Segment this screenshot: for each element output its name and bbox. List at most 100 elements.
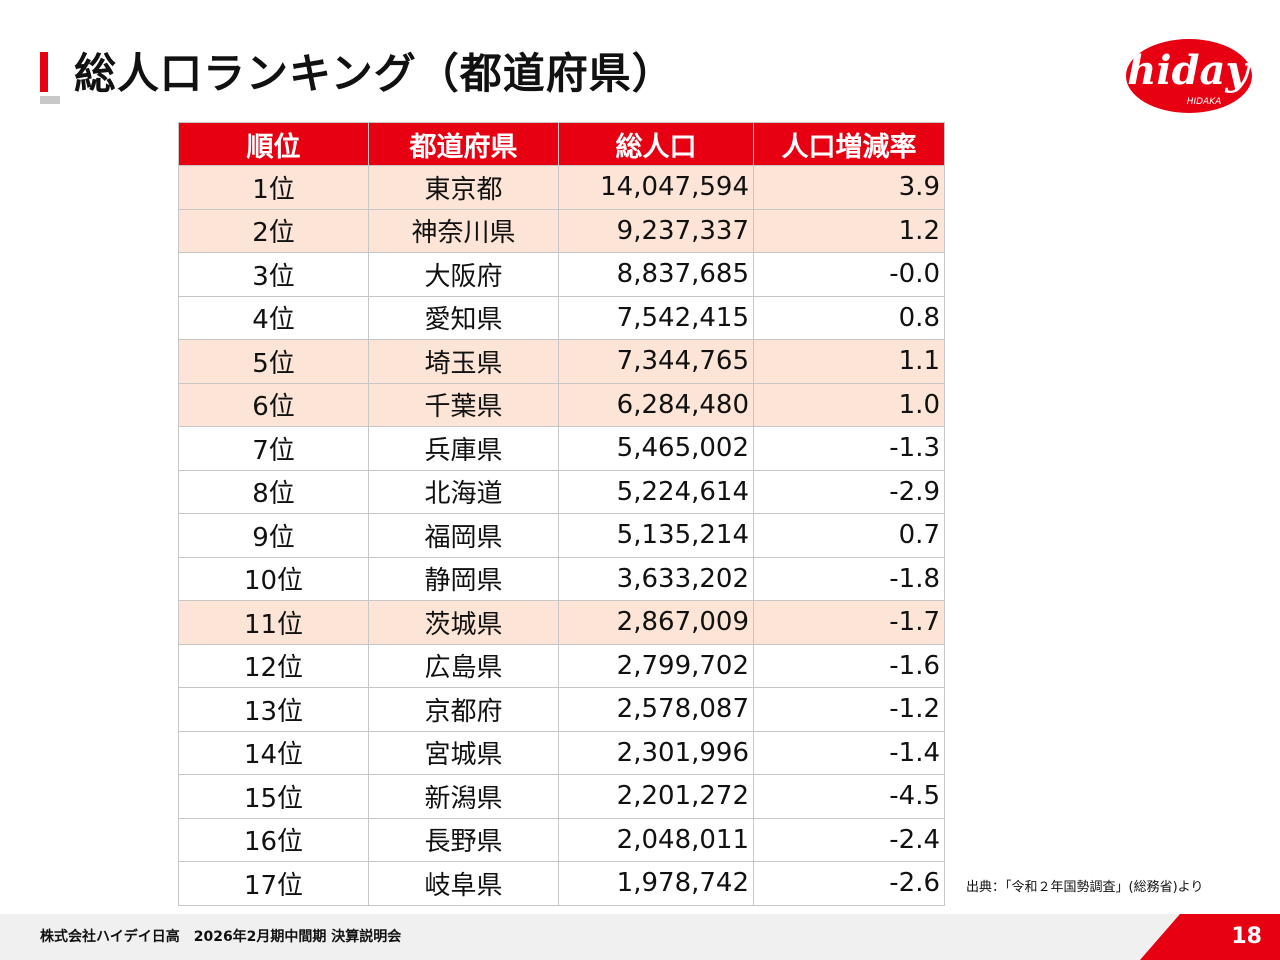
change-rate-cell: -1.2: [753, 687, 945, 732]
rank-cell: 10位: [178, 556, 369, 601]
table-row: 3位 大阪府 8,837,685 -0.0: [178, 252, 945, 297]
table-row: 6位 千葉県 6,284,480 1.0: [178, 382, 945, 427]
table-row: 11位 茨城県 2,867,009 -1.7: [178, 600, 945, 645]
change-rate-cell: 0.8: [753, 295, 945, 340]
prefecture-cell: 広島県: [368, 643, 559, 688]
change-rate-cell: -2.4: [753, 817, 945, 862]
rank-cell: 11位: [178, 600, 369, 645]
population-cell: 2,799,702: [558, 643, 754, 688]
header-rank: 順位: [178, 122, 369, 166]
title-accent-bar: [40, 52, 48, 92]
change-rate-cell: 3.9: [753, 165, 945, 210]
change-rate-cell: -1.4: [753, 730, 945, 775]
prefecture-cell: 長野県: [368, 817, 559, 862]
prefecture-cell: 千葉県: [368, 382, 559, 427]
prefecture-cell: 兵庫県: [368, 426, 559, 471]
table-header-row: 順位 都道府県 総人口 人口増減率: [178, 122, 945, 166]
prefecture-cell: 東京都: [368, 165, 559, 210]
table-row: 7位 兵庫県 5,465,002 -1.3: [178, 426, 945, 471]
header-change-rate: 人口増減率: [753, 122, 945, 166]
population-ranking-table: 順位 都道府県 総人口 人口増減率 1位 東京都 14,047,594 3.9 2位 神奈…: [178, 122, 945, 906]
hiday-logo: hiday HIDAKA: [1126, 39, 1252, 113]
rank-cell: 17位: [178, 861, 369, 906]
rank-cell: 14位: [178, 730, 369, 775]
population-cell: 2,867,009: [558, 600, 754, 645]
change-rate-cell: -1.8: [753, 556, 945, 601]
change-rate-cell: 1.2: [753, 208, 945, 253]
logo-sub: HIDAKA: [1187, 97, 1222, 107]
footer: [0, 914, 1280, 960]
change-rate-cell: 1.0: [753, 382, 945, 427]
population-cell: 2,578,087: [558, 687, 754, 732]
rank-cell: 16位: [178, 817, 369, 862]
change-rate-cell: -1.6: [753, 643, 945, 688]
table-row: 1位 東京都 14,047,594 3.9: [178, 165, 945, 210]
rank-cell: 4位: [178, 295, 369, 340]
source-note: 出典：「令和２年国勢調査」(総務省)より: [966, 880, 1204, 895]
table-row: 10位 静岡県 3,633,202 -1.8: [178, 556, 945, 601]
footer-company-text: 株式会社ハイデイ日高 2026年2月期中間期 決算説明会: [40, 929, 402, 945]
rank-cell: 3位: [178, 252, 369, 297]
population-cell: 2,048,011: [558, 817, 754, 862]
change-rate-cell: -0.0: [753, 252, 945, 297]
title-accent-shadow: [40, 96, 60, 104]
prefecture-cell: 埼玉県: [368, 339, 559, 384]
prefecture-cell: 北海道: [368, 469, 559, 514]
rank-cell: 7位: [178, 426, 369, 471]
rank-cell: 8位: [178, 469, 369, 514]
rank-cell: 5位: [178, 339, 369, 384]
population-cell: 6,284,480: [558, 382, 754, 427]
change-rate-cell: -4.5: [753, 774, 945, 819]
table-row: 4位 愛知県 7,542,415 0.8: [178, 295, 945, 340]
table-row: 14位 宮城県 2,301,996 -1.4: [178, 730, 945, 775]
prefecture-cell: 岐阜県: [368, 861, 559, 906]
header-population: 総人口: [558, 122, 754, 166]
change-rate-cell: -1.7: [753, 600, 945, 645]
prefecture-cell: 福岡県: [368, 513, 559, 558]
table-row: 13位 京都府 2,578,087 -1.2: [178, 687, 945, 732]
rank-cell: 15位: [178, 774, 369, 819]
population-cell: 1,978,742: [558, 861, 754, 906]
prefecture-cell: 茨城県: [368, 600, 559, 645]
table-row: 16位 長野県 2,048,011 -2.4: [178, 817, 945, 862]
population-cell: 7,542,415: [558, 295, 754, 340]
prefecture-cell: 新潟県: [368, 774, 559, 819]
prefecture-cell: 神奈川県: [368, 208, 559, 253]
prefecture-cell: 宮城県: [368, 730, 559, 775]
prefecture-cell: 大阪府: [368, 252, 559, 297]
population-cell: 14,047,594: [558, 165, 754, 210]
rank-cell: 9位: [178, 513, 369, 558]
change-rate-cell: 1.1: [753, 339, 945, 384]
prefecture-cell: 愛知県: [368, 295, 559, 340]
population-cell: 2,301,996: [558, 730, 754, 775]
page-title: 総人口ランキング（都道府県）: [74, 49, 675, 98]
population-cell: 5,465,002: [558, 426, 754, 471]
change-rate-cell: -2.6: [753, 861, 945, 906]
population-cell: 5,224,614: [558, 469, 754, 514]
table-row: 15位 新潟県 2,201,272 -4.5: [178, 774, 945, 819]
rank-cell: 12位: [178, 643, 369, 688]
rank-cell: 2位: [178, 208, 369, 253]
population-cell: 8,837,685: [558, 252, 754, 297]
footer-page-badge: [1140, 914, 1280, 960]
table-row: 8位 北海道 5,224,614 -2.9: [178, 469, 945, 514]
table-row: 5位 埼玉県 7,344,765 1.1: [178, 339, 945, 384]
rank-cell: 1位: [178, 165, 369, 210]
table-row: 9位 福岡県 5,135,214 0.7: [178, 513, 945, 558]
change-rate-cell: 0.7: [753, 513, 945, 558]
table-row: 12位 広島県 2,799,702 -1.6: [178, 643, 945, 688]
table-row: 17位 岐阜県 1,978,742 -2.6: [178, 861, 945, 906]
header-prefecture: 都道府県: [368, 122, 559, 166]
logo-word: hiday: [1127, 47, 1251, 94]
page-number: 18: [1231, 924, 1262, 949]
table-body: 1位 東京都 14,047,594 3.9 2位 神奈川県 9,237,337 1.2 3位 大阪…: [178, 165, 945, 906]
change-rate-cell: -1.3: [753, 426, 945, 471]
table-row: 2位 神奈川県 9,237,337 1.2: [178, 208, 945, 253]
rank-cell: 6位: [178, 382, 369, 427]
population-cell: 5,135,214: [558, 513, 754, 558]
population-cell: 3,633,202: [558, 556, 754, 601]
population-cell: 9,237,337: [558, 208, 754, 253]
prefecture-cell: 京都府: [368, 687, 559, 732]
change-rate-cell: -2.9: [753, 469, 945, 514]
population-cell: 7,344,765: [558, 339, 754, 384]
